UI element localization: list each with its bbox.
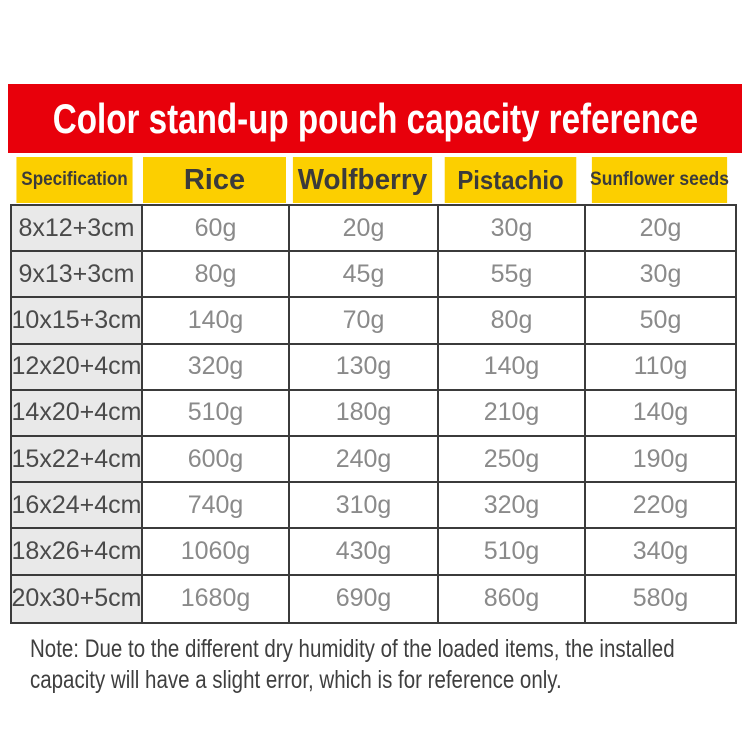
spec-cell: 10x15+3cm — [12, 298, 143, 345]
value-cell: 140g — [586, 390, 735, 437]
column-header-wolfberry: Wolfberry — [292, 157, 433, 203]
value-cell: 220g — [586, 483, 735, 530]
value-cell: 600g — [143, 436, 290, 484]
note-line-2: capacity will have a slight error, which… — [30, 666, 562, 694]
value-cell: 510g — [143, 390, 290, 437]
column-header-specification: Specification — [16, 157, 133, 203]
note: Note: Due to the different dry humidity … — [30, 634, 750, 696]
value-cell: 20g — [290, 206, 439, 253]
note-line-1: Note: Due to the different dry humidity … — [30, 635, 675, 663]
column-header-rice: Rice — [143, 157, 286, 203]
spec-cell: 20x30+5cm — [12, 575, 143, 622]
spec-cell: 18x26+4cm — [12, 529, 143, 576]
value-cell: 1680g — [143, 575, 290, 622]
value-cell: 140g — [143, 298, 290, 345]
value-cell: 180g — [290, 390, 439, 437]
value-cell: 130g — [290, 344, 439, 391]
value-cell: 210g — [439, 390, 586, 437]
value-cell: 690g — [290, 575, 439, 622]
value-cell: 250g — [439, 436, 586, 484]
value-cell: 310g — [290, 483, 439, 530]
page-title: Color stand-up pouch capacity reference — [52, 94, 698, 142]
capacity-table: 8x12+3cm 60g 20g 30g 20g 9x13+3cm 80g 45… — [10, 204, 737, 624]
value-cell: 740g — [143, 483, 290, 530]
value-cell: 340g — [586, 529, 735, 576]
value-cell: 1060g — [143, 529, 290, 576]
value-cell: 55g — [439, 252, 586, 299]
spec-cell: 9x13+3cm — [12, 252, 143, 299]
value-cell: 580g — [586, 575, 735, 622]
value-cell: 45g — [290, 252, 439, 299]
value-cell: 50g — [586, 298, 735, 345]
value-cell: 20g — [586, 206, 735, 253]
value-cell: 430g — [290, 529, 439, 576]
value-cell: 70g — [290, 298, 439, 345]
title-banner: Color stand-up pouch capacity reference — [8, 84, 742, 153]
table-header-row: Specification Rice Wolfberry Pistachio S… — [10, 157, 737, 203]
value-cell: 320g — [439, 483, 586, 530]
value-cell: 860g — [439, 575, 586, 622]
spec-cell: 12x20+4cm — [12, 344, 143, 391]
spec-cell: 8x12+3cm — [12, 206, 143, 253]
value-cell: 140g — [439, 344, 586, 391]
value-cell: 190g — [586, 436, 735, 484]
spec-cell: 14x20+4cm — [12, 390, 143, 437]
value-cell: 80g — [439, 298, 586, 345]
value-cell: 30g — [586, 252, 735, 299]
value-cell: 320g — [143, 344, 290, 391]
spec-cell: 15x22+4cm — [12, 436, 143, 484]
value-cell: 80g — [143, 252, 290, 299]
value-cell: 60g — [143, 206, 290, 253]
value-cell: 240g — [290, 436, 439, 484]
column-header-pistachio: Pistachio — [444, 157, 577, 203]
value-cell: 510g — [439, 529, 586, 576]
value-cell: 30g — [439, 206, 586, 253]
column-header-sunflower-seeds: Sunflower seeds — [590, 157, 729, 203]
spec-cell: 16x24+4cm — [12, 483, 143, 530]
value-cell: 110g — [586, 344, 735, 391]
